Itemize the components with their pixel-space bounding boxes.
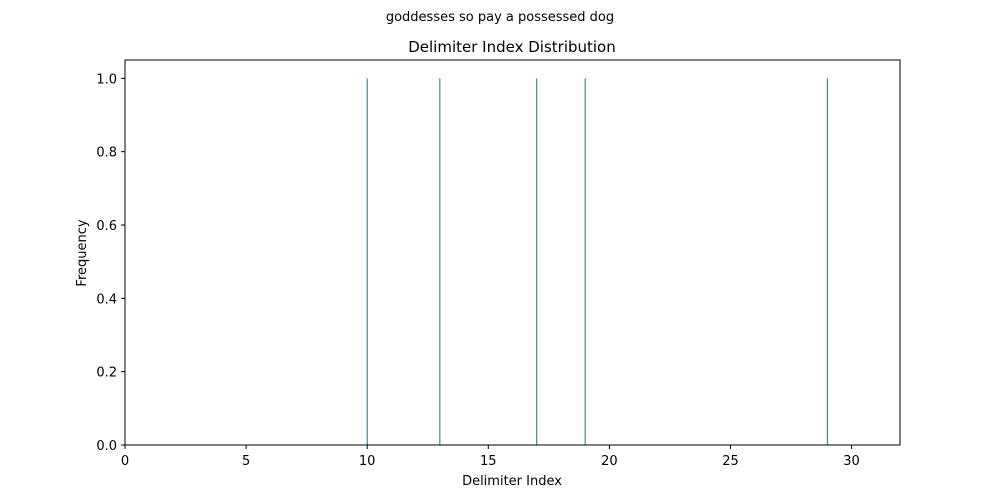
x-axis-label: Delimiter Index <box>462 474 562 489</box>
y-axis-label: Frequency <box>75 219 90 286</box>
y-tick-label: 0.6 <box>96 219 117 234</box>
x-tick-label: 20 <box>601 454 618 469</box>
plot-frame <box>124 59 901 446</box>
x-tick-label: 0 <box>121 454 129 469</box>
y-tick-label: 0.8 <box>96 146 117 161</box>
y-tick-label: 0.2 <box>96 366 117 381</box>
ticks-layer: 0 5 10 15 20 25 30 0.0 0.2 0.4 0.6 0.8 1.0 <box>96 72 860 469</box>
x-tick-label: 5 <box>242 454 250 469</box>
x-tick-label: 30 <box>843 454 860 469</box>
x-tick-label: 25 <box>722 454 739 469</box>
y-tick-label: 0.4 <box>96 292 117 307</box>
y-tick-label: 0.0 <box>96 439 117 454</box>
x-tick-label: 15 <box>480 454 497 469</box>
chart-title: Delimiter Index Distribution <box>408 38 616 56</box>
chart-suptitle: goddesses so pay a possessed dog <box>386 10 614 25</box>
y-tick-label: 1.0 <box>96 72 117 87</box>
bars-layer <box>366 78 828 445</box>
x-tick-label: 10 <box>359 454 376 469</box>
